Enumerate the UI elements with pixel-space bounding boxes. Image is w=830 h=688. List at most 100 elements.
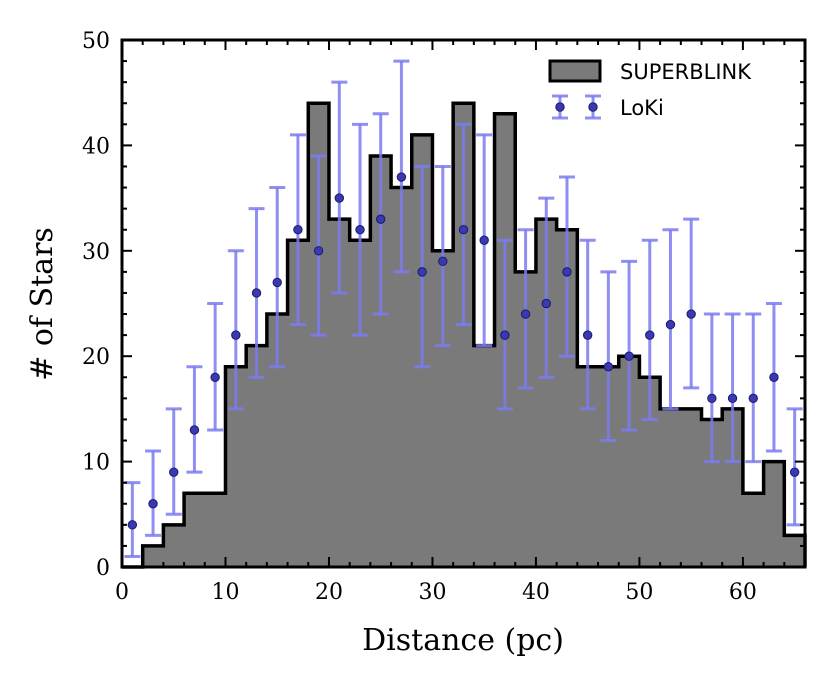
legend-loki-label: LoKi <box>620 96 664 120</box>
data-marker <box>376 214 386 224</box>
histogram-bar <box>784 535 806 567</box>
data-marker <box>582 330 593 340</box>
legend-loki-swatch <box>552 94 601 120</box>
loki-point <box>621 259 638 432</box>
loki-point <box>227 249 244 411</box>
data-marker <box>624 351 634 361</box>
y-tick-label: 10 <box>82 451 110 476</box>
loki-point <box>683 217 700 390</box>
histogram-bar <box>763 461 785 567</box>
histogram-bar <box>722 408 744 567</box>
data-marker <box>127 520 138 530</box>
legend-superblink-label: SUPERBLINK <box>620 60 752 84</box>
loki-point <box>558 175 575 358</box>
histogram-bar <box>639 377 661 567</box>
loki-point <box>145 449 162 537</box>
histogram-bar <box>391 187 413 567</box>
data-marker <box>479 235 489 245</box>
data-marker <box>231 330 241 340</box>
data-marker <box>603 362 614 372</box>
histogram-bar <box>577 366 599 567</box>
histogram-bar <box>660 408 682 567</box>
data-marker <box>458 225 469 235</box>
loki-point <box>186 365 203 474</box>
loki-errorbars <box>124 59 803 558</box>
data-marker <box>210 372 220 382</box>
histogram-bar <box>556 229 578 567</box>
loki-point <box>124 481 141 558</box>
histogram-bar <box>680 408 703 567</box>
x-tick-label: 50 <box>625 580 653 605</box>
data-marker <box>169 467 179 477</box>
loki-point <box>579 238 596 411</box>
loki-point <box>455 122 472 327</box>
histogram-bar <box>266 314 289 567</box>
x-tick-label: 40 <box>522 580 550 605</box>
data-marker <box>562 267 572 277</box>
histogram-bar <box>349 240 371 567</box>
data-marker <box>645 330 655 340</box>
x-tick-labels: 0 10 20 30 40 50 60 <box>115 580 757 605</box>
histogram-bar <box>287 240 309 567</box>
histogram-bar <box>184 493 206 567</box>
histogram-bar <box>225 366 247 567</box>
y-tick-label: 30 <box>82 240 110 265</box>
data-marker <box>293 225 303 235</box>
x-axis-label: Distance (pc) <box>362 623 564 658</box>
data-marker <box>769 372 779 382</box>
histogram-bar <box>742 493 765 567</box>
loki-point <box>600 270 617 443</box>
loki-point <box>414 164 431 369</box>
loki-point <box>310 154 327 337</box>
loki-point <box>786 407 803 527</box>
loki-point <box>662 228 679 411</box>
histogram-bar <box>328 219 351 567</box>
data-marker <box>251 288 262 298</box>
histogram-bar <box>473 345 496 567</box>
loki-point <box>476 133 493 348</box>
loki-point <box>517 228 534 390</box>
loki-point <box>269 186 286 369</box>
data-marker <box>789 467 800 477</box>
loki-point <box>641 238 658 421</box>
histogram-bar <box>598 366 620 567</box>
loki-point <box>289 133 306 327</box>
x-tick-label: 30 <box>418 580 446 605</box>
legend-superblink-swatch <box>548 59 602 83</box>
loki-point <box>765 302 782 453</box>
y-tick-label: 20 <box>82 345 110 370</box>
y-tick-label: 40 <box>82 134 110 159</box>
data-marker <box>665 319 676 330</box>
data-marker <box>748 393 758 404</box>
loki-point <box>207 302 224 432</box>
histogram-bar <box>432 250 454 568</box>
superblink-histogram-outline <box>122 101 807 569</box>
data-marker <box>438 256 448 267</box>
histogram-bar <box>163 524 185 567</box>
histogram-bar <box>535 219 558 567</box>
loki-point <box>724 312 741 464</box>
data-marker <box>417 267 427 277</box>
loki-point <box>165 407 182 516</box>
loki-point <box>331 80 348 295</box>
x-tick-label: 20 <box>315 580 343 605</box>
loki-point <box>538 196 555 379</box>
loki-point <box>703 312 720 464</box>
loki-point <box>248 207 265 379</box>
y-axis-label: # of Stars <box>25 227 60 381</box>
x-tick-label: 10 <box>211 580 239 605</box>
legend-marker <box>555 102 565 112</box>
data-marker <box>520 309 531 319</box>
histogram-bar <box>618 356 641 567</box>
data-marker <box>334 193 345 203</box>
histogram-bar <box>142 545 164 567</box>
histogram-bar <box>370 155 392 567</box>
histogram-bar <box>515 271 537 567</box>
loki-point <box>393 59 410 274</box>
legend: SUPERBLINK LoKi <box>548 59 752 120</box>
histogram-bar <box>701 419 723 567</box>
data-marker <box>148 499 158 509</box>
data-marker <box>686 309 696 319</box>
x-tick-label: 0 <box>115 580 129 605</box>
